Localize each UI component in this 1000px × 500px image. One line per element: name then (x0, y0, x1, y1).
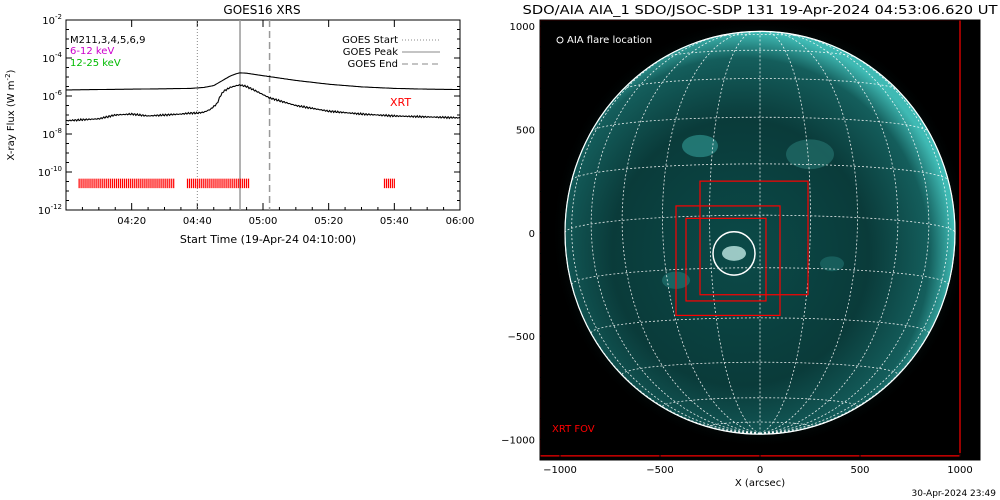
solar-active-region (786, 139, 834, 170)
grid-latitude-line (590, 317, 930, 334)
aia-axes: −1000 −500 0 500 1000 −1000 −500 0 500 1000 (501, 22, 973, 476)
aia-title: SDO/AIA AIA_1 SDO/JSOC-SDP 131 19-Apr-20… (523, 3, 999, 17)
goes-time-markers (196, 20, 271, 210)
goes-x-tick-label: 05:20 (314, 216, 343, 227)
xrt-fov-boxes (540, 20, 961, 457)
grid-longitude-line (662, 31, 761, 434)
aia-x-tick-label: −500 (646, 465, 673, 476)
aia-y-tick-label: 1000 (510, 22, 535, 33)
goes-y-tick-label: 10-12 (38, 203, 62, 217)
aia-y-tick-label: 500 (516, 125, 535, 136)
grid-latitude-line (663, 49, 857, 58)
flare-circle (712, 230, 756, 276)
legend-goes-end: GOES End (348, 59, 398, 70)
legend-goes-start: GOES Start (342, 35, 398, 46)
grid-latitude-line (564, 214, 956, 233)
legend-goes-peak: GOES Peak (343, 47, 398, 58)
solar-active-region (682, 134, 718, 158)
goes-x-axis: 04:20 04:40 05:00 05:20 05:40 06:00 (81, 20, 475, 227)
goes-y-tick-label: 10-6 (42, 89, 62, 103)
goes-series-12-25kev (65, 84, 461, 122)
grid-longitude-line (759, 31, 811, 434)
aia-xlabel: X (arcsec) (735, 478, 785, 489)
goes-y-tick-label: 10-2 (42, 13, 62, 27)
footer-timestamp: 30-Apr-2024 23:49 (912, 489, 997, 499)
goes-ylabel: X-ray Flux (W m-2) (4, 69, 17, 160)
aia-y-tick-label: −1000 (501, 435, 535, 446)
aia-x-tick-label: 0 (757, 465, 763, 476)
goes-series-lines (65, 72, 461, 122)
xrt-fov-box (540, 20, 961, 457)
goes-y-tick-label: 10-8 (42, 127, 62, 141)
grid-latitude-line (591, 116, 929, 132)
goes-ylabel-main: X-ray Flux (W m (6, 80, 17, 160)
goes-x-tick-label: 04:40 (183, 216, 212, 227)
aia-x-tick-label: 500 (850, 465, 869, 476)
goes-y-tick-label: 10-10 (38, 165, 62, 179)
aia-image-panel: SDO/AIA AIA_1 SDO/JSOC-SDP 131 19-Apr-20… (501, 3, 998, 489)
legend-class-list: 11,3,4,5,6,9 (85, 35, 145, 46)
goes-x-tick-label: 04:20 (117, 216, 146, 227)
aia-y-tick-label: −500 (508, 332, 535, 343)
goes-y-axis: 10-12 10-10 10-8 10-6 10-4 10-2 (38, 13, 460, 217)
flare-legend-label: AIA flare location (567, 35, 652, 46)
heliographic-grid (564, 30, 956, 435)
goes-ylabel-end: ) (6, 69, 17, 73)
flare-location-circle (712, 230, 756, 276)
aia-x-tick-label: 1000 (947, 465, 972, 476)
goes-y-tick-label: 10-4 (42, 51, 62, 65)
goes-x-tick-label: 05:40 (380, 216, 409, 227)
solar-active-region (820, 256, 844, 272)
legend-class-label: M211,3,4,5,6,9 (70, 35, 145, 46)
grid-longitude-line (709, 31, 761, 434)
goes-xrs-panel: GOES16 XRS 10-12 10-10 10-8 10-6 10-4 10-2 04… (4, 3, 474, 246)
solar-active-region (722, 245, 746, 261)
goes-x-tick-label: 06:00 (446, 216, 475, 227)
goes-ylabel-sup: -2 (4, 73, 12, 80)
goes-xrt-coverage (78, 178, 395, 189)
grid-longitude-line (759, 31, 858, 434)
goes-xlabel: Start Time (19-Apr-24 04:10:00) (180, 233, 356, 246)
grid-longitude-line (590, 34, 761, 434)
grid-longitude-line (621, 32, 761, 434)
grid-longitude-line (759, 34, 930, 434)
flare-legend-icon (556, 36, 564, 44)
aia-y-tick-label: 0 (529, 229, 535, 240)
goes-x-tick-label: 05:00 (249, 216, 278, 227)
solar-disk (551, 20, 969, 449)
xrt-fov-label: XRT FOV (552, 424, 595, 435)
grid-longitude-line (759, 32, 899, 434)
goes-series-6-12kev (66, 72, 460, 91)
aia-x-tick-label: −1000 (543, 465, 577, 476)
goes-xrt-label: XRT (390, 96, 411, 109)
xrt-fov-box (699, 180, 809, 296)
grid-latitude-line (622, 78, 898, 90)
goes-title: GOES16 XRS (223, 3, 300, 17)
solar-limb (564, 30, 956, 435)
xrt-fov-box (685, 217, 767, 302)
legend-class: M2 (70, 35, 85, 46)
legend-6-12kev: 6-12 keV (70, 46, 114, 57)
xrt-fov-box (675, 205, 781, 316)
legend-12-25kev: 12-25 keV (70, 58, 121, 69)
